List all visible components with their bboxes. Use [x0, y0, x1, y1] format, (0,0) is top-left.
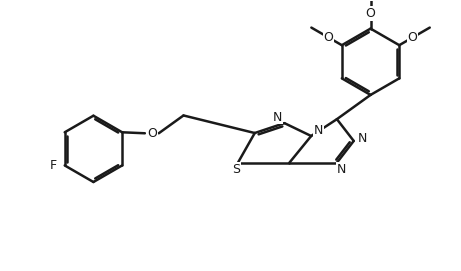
Text: O: O: [147, 127, 157, 140]
Text: O: O: [324, 31, 334, 44]
Text: N: N: [273, 111, 282, 124]
Text: O: O: [366, 7, 376, 20]
Text: S: S: [232, 163, 240, 176]
Text: F: F: [49, 159, 56, 172]
Text: N: N: [358, 133, 367, 146]
Text: N: N: [313, 124, 323, 137]
Text: O: O: [408, 31, 417, 44]
Text: N: N: [337, 163, 347, 176]
